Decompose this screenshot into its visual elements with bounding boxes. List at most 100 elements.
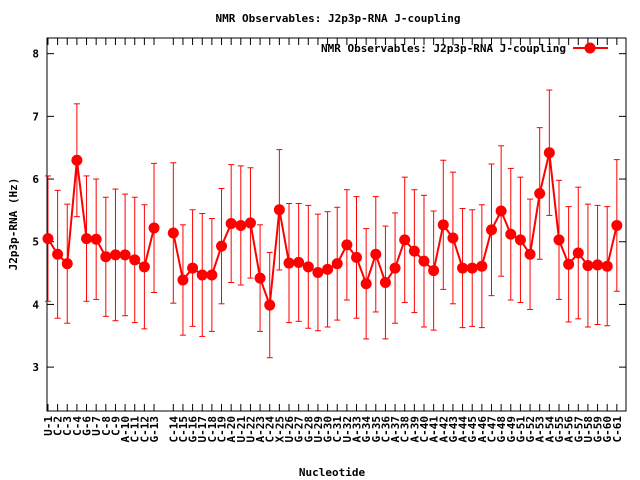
x-tick-label: U-17 [196,416,209,443]
x-tick-label: U-58 [582,416,595,443]
data-point [196,269,208,281]
data-point [129,254,141,266]
x-tick-label: G-55 [553,416,566,443]
x-tick-label: U-29 [312,416,325,443]
data-point [505,228,517,240]
data-point [81,233,93,245]
x-tick-label: C-47 [485,416,498,443]
x-tick-label: A-54 [543,416,556,443]
data-marks [42,89,623,359]
x-tick-label: U-22 [244,416,257,443]
x-tick-label: G-52 [524,416,537,443]
data-point [447,232,459,244]
x-tick-label: U-26 [283,416,296,443]
chart-title: NMR Observables: J2p3p-RNA J-coupling [215,12,460,25]
data-point [572,247,584,259]
x-tick-label: C-8 [100,416,113,436]
data-point [52,248,64,260]
x-tick-label: G-34 [360,416,373,443]
data-point [563,258,575,270]
y-axis-label: J2p3p-RNA (Hz) [7,178,20,271]
data-point [341,239,353,251]
data-point [476,260,488,272]
x-tick-label: U-32 [341,416,354,443]
x-tick-label: G-45 [466,416,479,443]
data-point [351,251,363,263]
data-point [524,248,536,260]
x-tick-label: G-43 [447,416,460,443]
data-point [42,233,54,245]
x-tick-label: G-51 [514,416,527,443]
x-tick-label: C-12 [138,416,151,443]
x-tick-label: A-56 [563,416,576,443]
data-point [244,217,256,229]
y-tick-label: 4 [32,298,39,311]
x-tick-label: G-59 [592,416,605,443]
data-point [71,154,83,166]
data-point [177,274,189,286]
x-tick-label: G-28 [302,416,315,443]
data-point [485,224,497,236]
x-tick-label: A-42 [437,416,450,443]
legend: NMR Observables: J2p3p-RNA J-coupling [321,42,608,55]
data-point [399,234,411,246]
x-tick-label: C-11 [129,416,142,443]
data-point [360,278,372,290]
x-tick-label: A-33 [351,416,364,443]
x-tick-label: G-35 [370,416,383,443]
data-point [466,262,478,274]
data-point [428,265,440,277]
data-point [611,219,623,231]
x-tick-label: C-61 [611,416,624,443]
x-tick-label: G-60 [601,416,614,443]
data-point [495,205,507,217]
x-tick-label: C-40 [418,416,431,443]
x-tick-label: G-48 [495,416,508,443]
x-tick-label: C-15 [177,416,190,443]
data-point [61,258,73,270]
y-tick-label: 8 [32,48,39,61]
x-tick-label: U-1 [42,416,55,436]
data-point [187,262,199,274]
data-point [206,269,218,281]
data-point [543,147,555,159]
x-tick-label: A-10 [119,416,132,443]
series-line [47,160,155,269]
x-tick-label: C-2 [52,416,65,436]
data-point [322,263,334,275]
x-tick-label: U-7 [90,416,103,436]
x-tick-label: G-16 [187,416,200,443]
data-point [389,262,401,274]
x-tick-label: C-3 [61,416,74,436]
y-tick-label: 5 [32,236,39,249]
data-point [418,255,430,267]
x-tick-label: U-21 [235,416,248,443]
legend-point-sample [584,42,596,54]
data-point [148,222,160,234]
x-tick-label: A-41 [428,416,441,443]
data-point [235,219,247,231]
data-point [457,262,469,274]
x-tick-label: G-6 [81,416,94,436]
x-tick-label: C-24 [264,416,277,443]
data-point [216,240,228,252]
x-tick-label: C-19 [216,416,229,443]
data-point [582,260,594,272]
x-tick-label: G-30 [322,416,335,443]
data-point [264,299,276,311]
data-point [534,187,546,199]
data-point [90,233,102,245]
data-point [514,234,526,246]
x-tick-label: A-53 [534,416,547,443]
x-tick-label: A-46 [476,416,489,443]
x-tick-label: C-31 [331,416,344,443]
x-tick-label: C-14 [167,416,180,443]
x-tick-label: A-37 [389,416,402,443]
data-point [370,248,382,260]
data-point [167,227,179,239]
y-tick-label: 6 [32,173,39,186]
x-tick-label: G-27 [293,416,306,443]
legend-label: NMR Observables: J2p3p-RNA J-coupling [321,42,566,55]
data-point [100,251,112,263]
